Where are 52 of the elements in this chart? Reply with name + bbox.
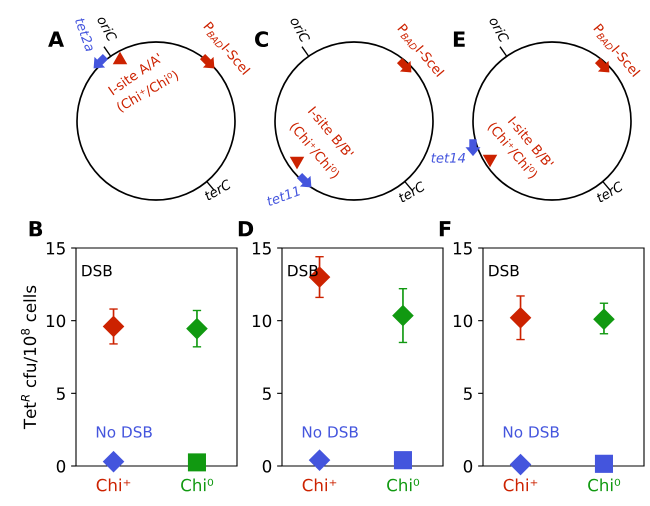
- point: [594, 454, 613, 473]
- text: tet14: [432, 153, 466, 163]
- text: oriC: [488, 16, 510, 44]
- y-tick-label: 10: [46, 314, 66, 328]
- text: terC: [596, 180, 624, 203]
- x-tick-label: Chi⁰: [181, 478, 214, 492]
- chart-title: D: [238, 221, 254, 236]
- series-label: No DSB: [504, 426, 559, 438]
- series-label: No DSB: [96, 426, 152, 438]
- text: C: [255, 31, 268, 48]
- text: DSB: [82, 264, 112, 276]
- point: [510, 307, 532, 328]
- text: oriC: [290, 16, 311, 44]
- y-tick-label: 0: [262, 460, 272, 473]
- x-tick-label: Chi⁰: [387, 478, 420, 492]
- series-label: No DSB: [302, 426, 358, 438]
- y-tick-label: 5: [262, 388, 271, 400]
- text: P$_{BAD}$I-SceI: [592, 23, 641, 78]
- x-tick-label: Chi⁺: [504, 478, 538, 492]
- text: E: [454, 32, 465, 47]
- y-tick-label: 10: [252, 314, 272, 328]
- text: tet2a: [74, 17, 96, 52]
- y-tick-label: 15: [46, 242, 65, 255]
- point: [593, 308, 614, 330]
- point: [309, 450, 330, 471]
- text: terC: [204, 178, 232, 201]
- chart-title: F: [440, 221, 450, 236]
- x-tick-label: Chi⁺: [302, 478, 336, 492]
- y-tick-label: 10: [454, 314, 472, 328]
- point: [510, 454, 532, 476]
- text: P$_{BAD}$I-SceI: [396, 23, 445, 78]
- text: tet11: [266, 186, 300, 206]
- y-tick-label: 0: [464, 460, 472, 473]
- text: DSB: [489, 264, 519, 276]
- point: [392, 305, 414, 326]
- point: [103, 451, 124, 472]
- point: [188, 453, 206, 472]
- y-tick-label: 5: [464, 388, 472, 400]
- x-tick-label: Chi⁰: [588, 478, 620, 492]
- x-tick-label: Chi⁺: [96, 478, 130, 492]
- y-tick-label: 15: [454, 242, 472, 255]
- point: [394, 451, 412, 470]
- text: A: [48, 32, 64, 47]
- y-tick-label: 15: [252, 242, 271, 255]
- text: P$_{BAD}$I-SceI: [202, 21, 251, 76]
- point: [103, 316, 124, 337]
- y-tick-label: 0: [56, 460, 66, 473]
- chart-title: B: [30, 221, 42, 236]
- text: terC: [398, 180, 426, 203]
- y-axis-title: Tet$^{R}$ cfu/10$^{8}$ cells: [20, 286, 38, 430]
- text: oriC: [96, 14, 118, 42]
- y-tick-label: 5: [56, 388, 65, 400]
